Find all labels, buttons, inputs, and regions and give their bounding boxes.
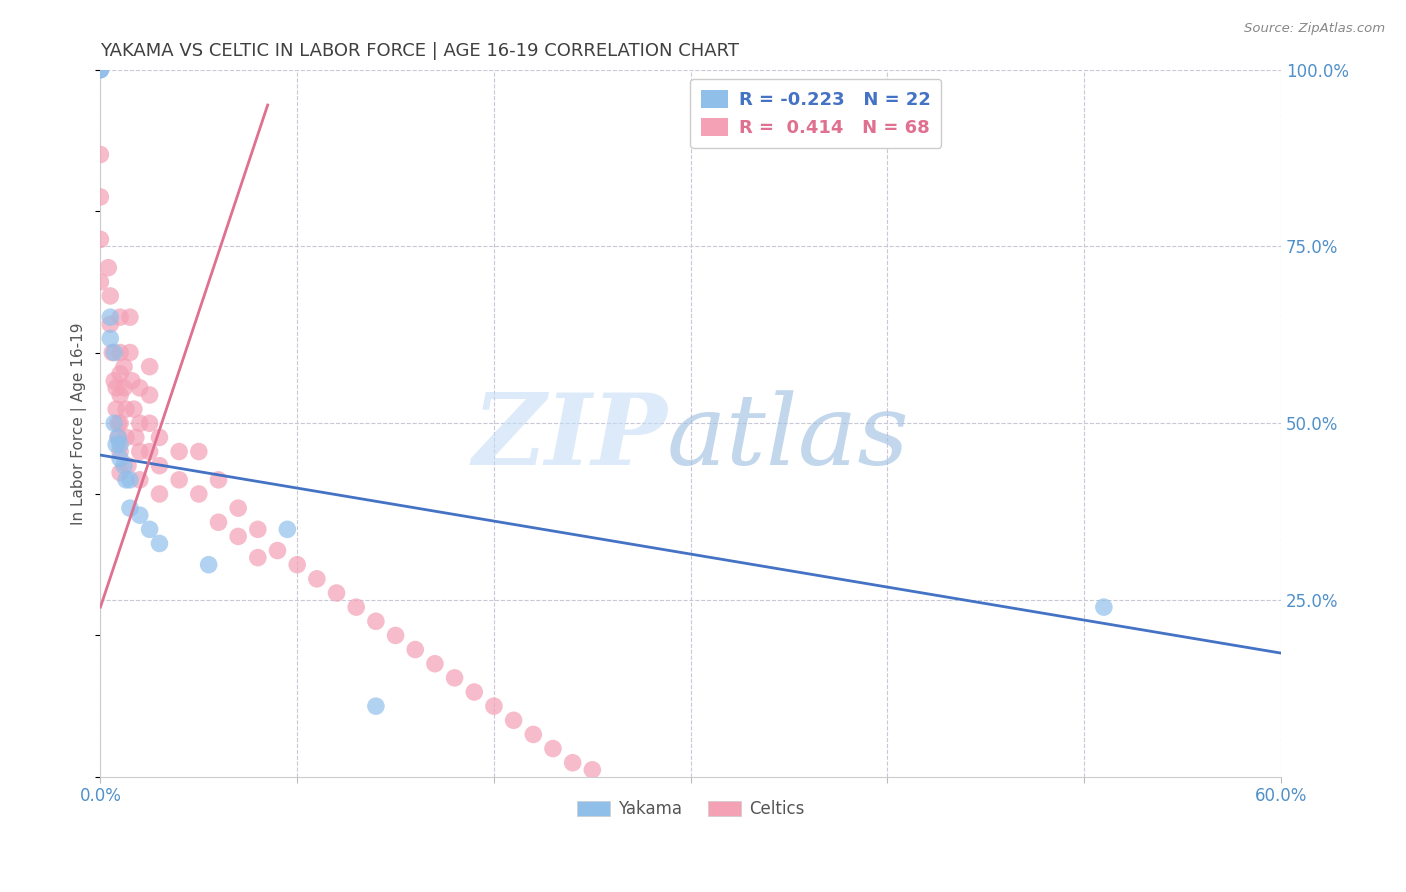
Point	[384, 628, 406, 642]
Point	[148, 536, 170, 550]
Point	[502, 713, 524, 727]
Point	[148, 430, 170, 444]
Point	[103, 417, 125, 431]
Point	[89, 190, 111, 204]
Point	[1092, 600, 1115, 615]
Point	[443, 671, 465, 685]
Point	[108, 388, 131, 402]
Point	[148, 487, 170, 501]
Point	[89, 147, 111, 161]
Text: Source: ZipAtlas.com: Source: ZipAtlas.com	[1244, 22, 1385, 36]
Point	[89, 62, 111, 77]
Point	[89, 62, 111, 77]
Point	[138, 359, 160, 374]
Point	[108, 417, 131, 431]
Text: atlas: atlas	[666, 390, 910, 485]
Legend: Yakama, Celtics: Yakama, Celtics	[571, 794, 811, 825]
Point	[128, 417, 150, 431]
Point	[541, 741, 564, 756]
Point	[138, 522, 160, 536]
Point	[246, 522, 269, 536]
Point	[98, 289, 121, 303]
Point	[98, 310, 121, 325]
Point	[226, 501, 249, 516]
Point	[105, 402, 128, 417]
Point	[344, 600, 367, 615]
Point	[89, 275, 111, 289]
Point	[107, 430, 129, 444]
Point	[103, 345, 125, 359]
Point	[108, 466, 131, 480]
Point	[128, 473, 150, 487]
Point	[118, 310, 141, 325]
Point	[266, 543, 288, 558]
Point	[128, 508, 150, 523]
Point	[108, 437, 131, 451]
Point	[167, 473, 190, 487]
Point	[122, 402, 145, 417]
Point	[108, 451, 131, 466]
Point	[581, 763, 603, 777]
Point	[89, 232, 111, 246]
Point	[423, 657, 446, 671]
Point	[226, 529, 249, 543]
Point	[108, 444, 131, 458]
Text: ZIP: ZIP	[472, 389, 666, 485]
Point	[105, 437, 128, 451]
Point	[107, 430, 129, 444]
Text: YAKAMA VS CELTIC IN LABOR FORCE | AGE 16-19 CORRELATION CHART: YAKAMA VS CELTIC IN LABOR FORCE | AGE 16…	[100, 42, 740, 60]
Point	[107, 417, 129, 431]
Point	[98, 318, 121, 332]
Point	[463, 685, 485, 699]
Point	[246, 550, 269, 565]
Point	[138, 388, 160, 402]
Point	[115, 430, 138, 444]
Point	[128, 444, 150, 458]
Point	[118, 345, 141, 359]
Point	[112, 381, 135, 395]
Point	[364, 699, 387, 714]
Point	[105, 381, 128, 395]
Point	[101, 345, 124, 359]
Point	[108, 310, 131, 325]
Point	[115, 473, 138, 487]
Point	[118, 501, 141, 516]
Point	[207, 516, 229, 530]
Point	[187, 487, 209, 501]
Point	[108, 367, 131, 381]
Point	[325, 586, 347, 600]
Point	[187, 444, 209, 458]
Point	[148, 458, 170, 473]
Point	[108, 345, 131, 359]
Point	[522, 727, 544, 741]
Point	[138, 417, 160, 431]
Point	[97, 260, 120, 275]
Point	[404, 642, 426, 657]
Point	[197, 558, 219, 572]
Point	[103, 374, 125, 388]
Point	[115, 402, 138, 417]
Y-axis label: In Labor Force | Age 16-19: In Labor Force | Age 16-19	[72, 322, 87, 524]
Point	[482, 699, 505, 714]
Point	[561, 756, 583, 770]
Point	[89, 62, 111, 77]
Point	[112, 458, 135, 473]
Point	[207, 473, 229, 487]
Point	[285, 558, 308, 572]
Point	[128, 381, 150, 395]
Point	[112, 359, 135, 374]
Point	[98, 331, 121, 345]
Point	[305, 572, 328, 586]
Point	[125, 430, 148, 444]
Point	[167, 444, 190, 458]
Point	[121, 374, 143, 388]
Point	[276, 522, 298, 536]
Point	[118, 473, 141, 487]
Point	[364, 615, 387, 629]
Point	[138, 444, 160, 458]
Point	[117, 458, 139, 473]
